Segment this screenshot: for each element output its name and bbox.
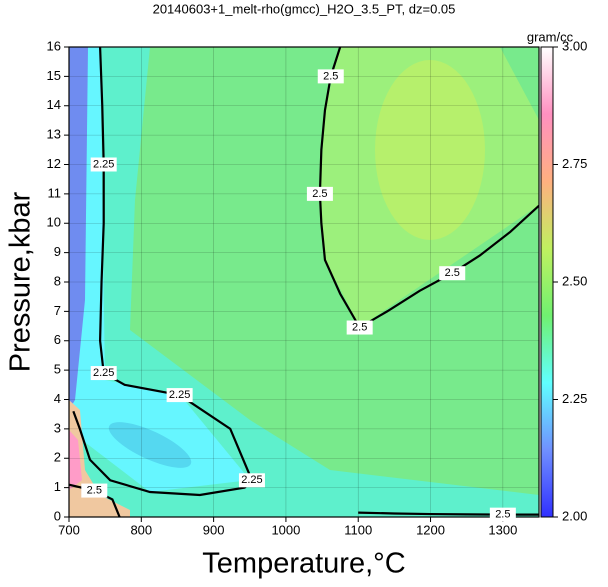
contour-label: 2.25 <box>241 474 262 486</box>
colorbar-tick-label: 2.50 <box>562 273 587 288</box>
contour-label-box <box>90 366 117 381</box>
contour-label-box <box>489 507 516 522</box>
colorbar-tick-label: 2.75 <box>562 156 587 171</box>
contour-label-box <box>90 157 117 172</box>
contour-label: 2.25 <box>93 158 114 170</box>
contour-label: 2.5 <box>87 484 102 496</box>
colorbar-tick-label: 3.00 <box>562 38 587 53</box>
contour-label-box <box>306 186 333 201</box>
contour-line <box>318 47 539 330</box>
contour-label: 2.25 <box>169 389 190 401</box>
contour-label: 2.5 <box>352 321 367 333</box>
contour-label: 2.5 <box>323 70 338 82</box>
colorbar-tick-label: 2.00 <box>562 508 587 523</box>
contour-label: 2.5 <box>495 509 510 521</box>
y-tick-label: 14 <box>47 97 61 112</box>
chart-title: 20140603+1_melt-rho(gmcc)_H2O_3.5_PT, dz… <box>153 1 456 16</box>
x-axis-label: Temperature,°C <box>202 548 405 580</box>
colorbar-tick-label: 2.25 <box>562 391 587 406</box>
y-tick-label: 15 <box>47 68 61 83</box>
contour-label: 2.25 <box>93 367 114 379</box>
x-tick-label: 1200 <box>416 522 445 537</box>
y-tick-label: 11 <box>48 185 62 200</box>
x-tick-label: 1300 <box>488 522 517 537</box>
y-tick-label: 0 <box>54 508 61 523</box>
contour-label-box <box>166 388 193 403</box>
y-tick-label: 1 <box>54 479 61 494</box>
contour-label-box <box>238 473 265 488</box>
x-tick-label: 700 <box>58 522 80 537</box>
x-tick-label: 1000 <box>271 522 300 537</box>
x-tick-label: 1100 <box>344 522 372 537</box>
y-tick-label: 5 <box>54 362 61 377</box>
colorbar-label: gram/cc <box>527 29 574 44</box>
y-tick-label: 3 <box>54 420 61 435</box>
contour-label-box <box>346 320 373 335</box>
y-axis-label: Pressure,kbar <box>5 191 37 372</box>
contour-label-box <box>81 483 108 498</box>
x-tick-label: 900 <box>203 522 225 537</box>
contour-label-box <box>439 266 466 281</box>
contour-label: 2.5 <box>445 267 460 279</box>
y-tick-label: 2 <box>54 450 61 465</box>
y-tick-label: 9 <box>54 244 61 259</box>
y-tick-label: 7 <box>54 303 61 318</box>
contour-label-box <box>317 69 344 84</box>
contour-label: 2.5 <box>312 188 327 200</box>
y-tick-label: 10 <box>47 215 61 230</box>
contour-line <box>72 47 254 497</box>
colorbar <box>540 46 554 518</box>
y-tick-label: 12 <box>47 156 61 171</box>
y-tick-label: 13 <box>47 127 61 142</box>
y-tick-label: 8 <box>54 273 61 288</box>
y-tick-label: 4 <box>54 391 61 406</box>
x-tick-label: 800 <box>130 522 152 537</box>
y-tick-label: 16 <box>47 38 61 53</box>
y-tick-label: 6 <box>54 332 61 347</box>
